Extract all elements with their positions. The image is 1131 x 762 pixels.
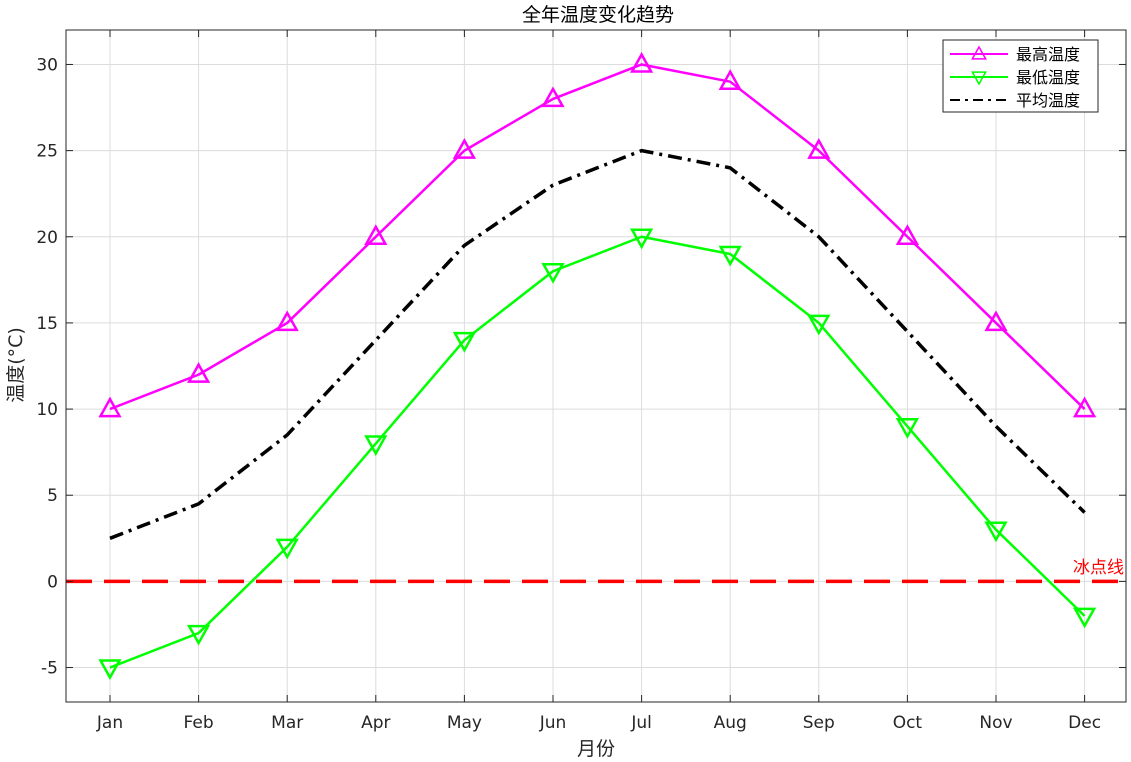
y-tick-label: 20 [36, 228, 58, 248]
x-tick-label: Dec [1068, 713, 1101, 733]
data-point-marker [452, 138, 477, 159]
x-tick-label: Jan [96, 713, 123, 733]
x-tick-label: Jul [630, 713, 652, 733]
legend-entry-label: 最低温度 [1016, 68, 1080, 87]
data-point-marker [186, 624, 211, 646]
data-point-marker [275, 310, 299, 332]
data-point-marker [984, 310, 1008, 332]
data-point-marker [718, 69, 742, 90]
data-point-marker [718, 245, 742, 267]
series-line-2 [109, 148, 1086, 540]
y-tick-label: 10 [36, 400, 58, 420]
series-lines [98, 51, 1097, 681]
plot-frame [65, 29, 1127, 703]
series-line-1 [109, 235, 1086, 669]
data-point-marker [807, 138, 831, 159]
data-point-marker [1072, 607, 1097, 629]
legend-entry-label: 最高温度 [1016, 45, 1080, 64]
data-point-marker [541, 86, 565, 108]
freezing-line-label: 冰点线 [1073, 558, 1124, 578]
data-point-marker [541, 262, 565, 284]
x-tick-label: Mar [271, 713, 303, 733]
x-tick-label: Sep [803, 713, 835, 733]
x-tick-label: May [447, 713, 482, 733]
data-point-marker [629, 228, 654, 250]
legend-entry-label: 平均温度 [1016, 91, 1080, 110]
x-tick-label: Oct [893, 713, 923, 733]
data-point-marker [364, 224, 388, 246]
y-tick-label: 25 [36, 142, 58, 162]
x-tick-label: Apr [361, 713, 390, 733]
data-point-marker [452, 331, 477, 353]
data-point-marker [984, 521, 1008, 543]
data-point-marker [275, 538, 299, 560]
x-tick-label: Aug [714, 713, 747, 733]
data-point-marker [629, 51, 654, 73]
y-tick-label: 0 [47, 572, 58, 592]
data-point-marker [895, 224, 920, 246]
y-tick-label: 5 [47, 486, 58, 506]
x-tick-label: Feb [184, 713, 214, 733]
legend-marker [971, 45, 987, 60]
chart-title: 全年温度变化趋势 [522, 4, 674, 26]
tick-labels: Jan Feb Mar Apr May Jun Jul Aug Sep Oct Nov Dec -5 0 5… [36, 55, 1101, 733]
y-tick-label: 15 [36, 314, 58, 334]
x-tick-label: Jun [539, 713, 567, 733]
axis-ticks [66, 30, 1126, 702]
grid-lines [66, 30, 1126, 702]
data-point-marker [98, 396, 122, 418]
data-point-marker [1072, 396, 1097, 418]
data-point-marker [98, 659, 122, 681]
x-tick-label: Nov [979, 713, 1012, 733]
y-axis-title: 温度(°C) [5, 327, 27, 403]
x-axis-title: 月份 [577, 738, 615, 760]
legend-marker [971, 71, 987, 86]
y-tick-label: 30 [36, 55, 58, 75]
data-point-marker [895, 418, 920, 439]
data-point-marker [807, 314, 831, 336]
y-tick-label: -5 [41, 659, 58, 679]
data-point-marker [186, 362, 211, 383]
series-line-0 [109, 63, 1086, 411]
data-point-marker [364, 435, 388, 457]
